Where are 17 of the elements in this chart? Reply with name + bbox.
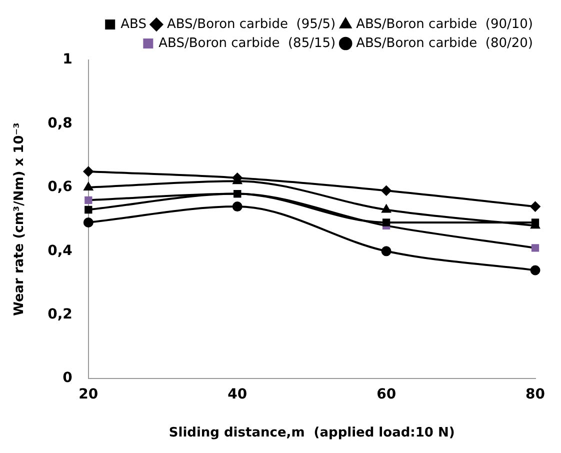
x-tick-label: 60: [376, 386, 396, 403]
x-axis-title: Sliding distance,m (applied load:10 N): [168, 426, 455, 441]
x-tick-label: 20: [78, 386, 98, 403]
y-tick-label: 0,4: [48, 242, 73, 259]
y-axis-title: Wear rate (cm³/Nm) x 10⁻³: [12, 122, 28, 316]
x-tick-label: 40: [228, 386, 248, 403]
x-tick-label: 80: [526, 386, 546, 403]
y-tick-label: 0,8: [48, 115, 72, 132]
legend-label: ABS: [120, 16, 146, 32]
legend-label: ABS/Boron carbide (90/10): [356, 16, 534, 32]
y-tick-label: 0: [62, 370, 73, 386]
y-tick-label: 0,6: [48, 179, 72, 196]
legend-label: ABS/Boron carbide (80/20): [356, 36, 534, 51]
legend-label: ABS/Boron carbide (95/5): [166, 16, 336, 32]
y-tick-label: 1: [62, 52, 72, 68]
y-tick-label: 0,2: [48, 306, 72, 323]
legend-label: ABS/Boron carbide (85/15): [158, 36, 336, 51]
